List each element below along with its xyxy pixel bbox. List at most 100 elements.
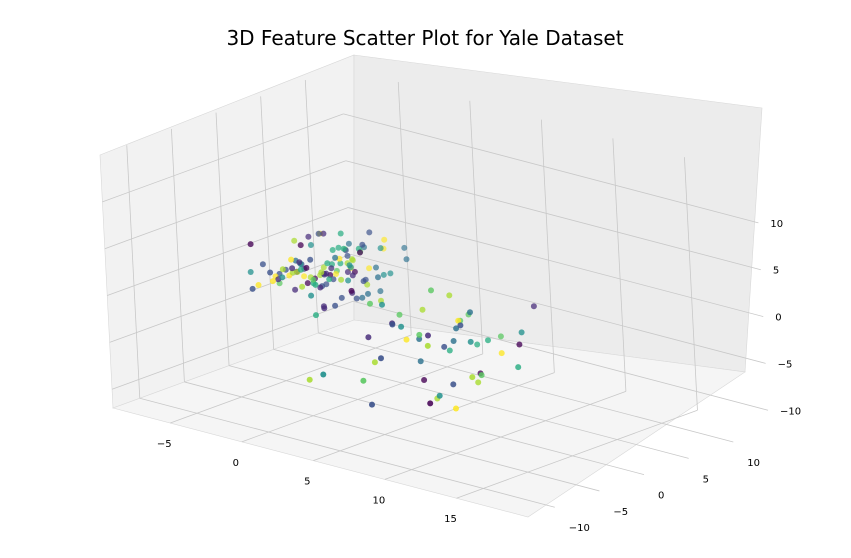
scatter-point <box>306 376 313 383</box>
scatter-point <box>377 245 384 252</box>
y-gridline-left <box>215 112 230 366</box>
scatter-point <box>305 233 312 240</box>
scatter-point <box>255 282 262 288</box>
scatter-point <box>453 325 460 332</box>
scatter-point <box>328 265 335 272</box>
scatter-point <box>467 309 473 316</box>
scatter-point <box>259 261 266 268</box>
scatter-point <box>338 294 345 301</box>
scatter-point <box>485 337 491 344</box>
scatter-point <box>427 400 434 407</box>
scatter-point <box>289 265 296 272</box>
scatter-point <box>416 331 423 338</box>
scatter-point <box>320 264 327 271</box>
scatter-point <box>329 247 336 253</box>
scatter-point <box>365 334 372 341</box>
y-gridline-floor <box>139 397 555 508</box>
scatter-point <box>338 276 345 283</box>
scatter-point <box>304 280 311 287</box>
scatter-point <box>478 372 485 379</box>
z-gridline-back <box>343 113 759 224</box>
scatter-point <box>457 322 464 329</box>
x-gridline-floor <box>384 391 627 480</box>
scatter-point <box>366 265 373 272</box>
scatter-point <box>403 256 410 263</box>
x-gridline-floor <box>456 409 698 499</box>
scatter-point <box>366 229 373 236</box>
scatter-point <box>326 276 333 283</box>
scatter-point <box>377 288 384 295</box>
y-gridline-floor <box>273 348 689 459</box>
scatter-point <box>421 377 428 383</box>
scatter-point <box>516 341 523 348</box>
x-tick-label: −5 <box>157 439 172 450</box>
z-gridline-back <box>345 160 761 271</box>
scatter-point <box>417 358 424 365</box>
scatter-point <box>365 290 371 297</box>
scatter-point <box>344 269 351 275</box>
scatter-point <box>247 269 254 275</box>
scatter-point <box>320 371 327 378</box>
scatter-point <box>344 252 351 259</box>
x-gridline-back <box>684 157 698 411</box>
y-tick-label: 0 <box>658 491 664 502</box>
scatter-point <box>446 292 453 299</box>
grid-lines <box>102 80 769 508</box>
scatter-point <box>369 401 375 408</box>
scatter-point <box>299 283 306 290</box>
scatter-point <box>441 343 448 350</box>
scatter-point <box>367 300 373 307</box>
x-gridline-back <box>469 100 484 354</box>
scatter-point <box>359 294 366 301</box>
y-tick-label: 10 <box>747 458 760 469</box>
x-tick-label: 0 <box>233 458 239 469</box>
z-gridline-back <box>348 207 764 317</box>
y-gridline-left <box>260 96 275 350</box>
scatter-point <box>310 276 317 283</box>
scatter-point <box>345 240 352 247</box>
scatter-point <box>518 329 525 336</box>
x-gridline-floor <box>241 353 483 443</box>
scatter-point <box>469 374 476 381</box>
scatter-point <box>345 277 352 284</box>
y-gridline-floor <box>318 332 734 443</box>
scatter-point <box>337 230 344 237</box>
scatter-point <box>303 264 310 271</box>
scatter-point <box>340 245 347 252</box>
scatter-point <box>297 266 304 273</box>
scatter-point <box>424 342 431 349</box>
scatter-point <box>515 364 522 371</box>
x-gridline-floor <box>170 334 412 424</box>
scatter-point <box>425 332 431 339</box>
scatter-point <box>389 321 396 328</box>
scatter-point <box>301 273 308 280</box>
scatter-point <box>436 392 443 399</box>
scatter-point <box>349 272 356 279</box>
scatter-point <box>279 266 286 273</box>
scatter-point <box>346 262 353 269</box>
y-gridline-floor <box>184 381 600 492</box>
scatter-point <box>398 323 405 330</box>
scatter-point <box>333 271 339 277</box>
scatter-point <box>307 242 314 248</box>
scatter-point <box>419 306 426 313</box>
chart-title: 3D Feature Scatter Plot for Yale Dataset <box>226 26 623 50</box>
scatter-point <box>475 379 482 386</box>
scatter-point <box>349 257 356 264</box>
z-gridline-left <box>104 160 346 250</box>
scatter-point <box>530 303 537 310</box>
scatter-point <box>371 359 378 366</box>
z-tick-label: −10 <box>780 406 801 417</box>
x-gridline-back <box>540 119 555 373</box>
z-tick-label: 5 <box>773 266 779 277</box>
scatter-point <box>378 355 384 362</box>
scatter-point <box>269 278 276 285</box>
x-gridline-back <box>397 82 412 336</box>
scatter-point <box>323 270 330 277</box>
scatter-point <box>291 237 298 244</box>
scatter-point <box>249 285 256 292</box>
y-gridline-left <box>304 80 319 334</box>
x-gridline-floor <box>313 372 555 461</box>
scatter-point <box>320 230 327 237</box>
